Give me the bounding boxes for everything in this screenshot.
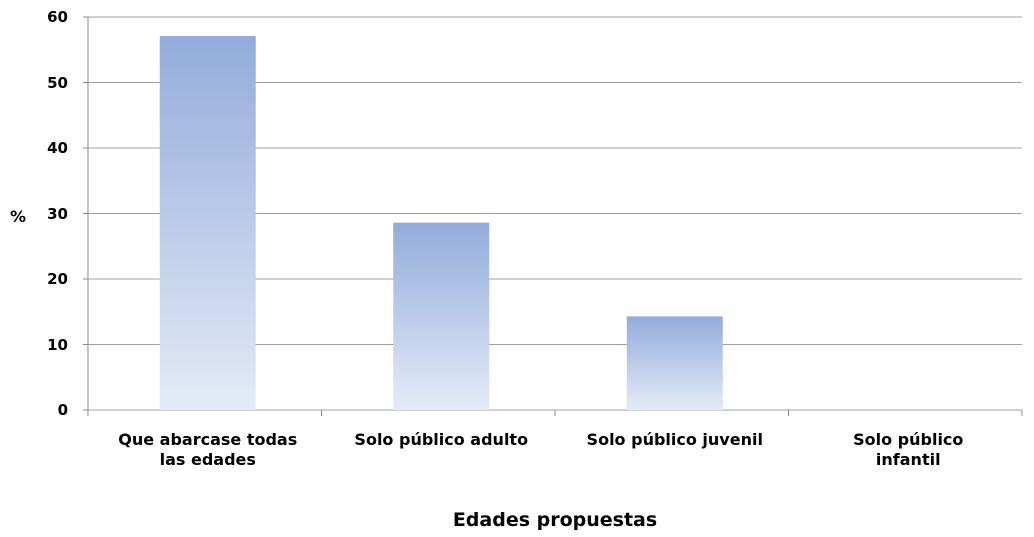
y-tick-label: 0 — [57, 401, 68, 419]
x-tick-label: Solo público adulto — [354, 430, 529, 449]
x-tick-label: Solo público juvenil — [586, 430, 763, 449]
x-tick-label: Solo público infantil — [853, 430, 964, 469]
x-tick-label: Que abarcase todas las edades — [118, 430, 298, 469]
x-axis-label: Edades propuestas — [452, 509, 658, 531]
y-tick-label: 20 — [47, 270, 68, 288]
y-axis-label: % — [10, 207, 27, 226]
bar — [626, 316, 723, 410]
bar — [393, 222, 490, 410]
y-tick-label: 30 — [47, 204, 68, 223]
y-tick-label: 40 — [47, 139, 68, 157]
bar — [159, 35, 256, 411]
y-tick-label: 10 — [47, 335, 68, 354]
y-tick-label: 60 — [47, 8, 68, 26]
y-tick-label: 50 — [47, 73, 68, 92]
